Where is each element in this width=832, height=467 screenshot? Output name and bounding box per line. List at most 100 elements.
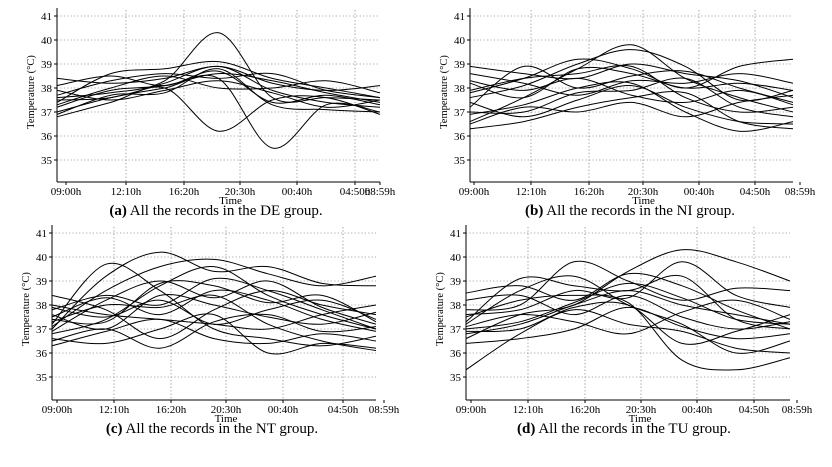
y-tick-label: 35	[41, 155, 53, 167]
x-tick-label: 08:59h	[782, 404, 813, 416]
series-line-tu-rec11	[465, 306, 791, 344]
caption-text: All the records in the DE group.	[129, 203, 323, 219]
y-tick-label: 38	[41, 83, 53, 95]
series-line-tu-rec02	[465, 294, 791, 371]
series-line-ni-rec06	[469, 65, 794, 108]
series-line-ni-rec05	[469, 91, 794, 130]
y-tick-label: 37	[36, 324, 48, 336]
series-line-ni-rec14	[469, 66, 794, 99]
series-line-ni-rec10	[469, 73, 794, 96]
series-line-ni-rec11	[469, 77, 794, 118]
series-line-nt-rec01	[51, 251, 377, 330]
x-axis-label: Time	[632, 195, 655, 207]
x-tick-label: 20:30h	[626, 404, 657, 416]
y-tick-label: 40	[41, 35, 53, 47]
x-tick-label: 12:10h	[513, 404, 544, 416]
series-line-ni-rec09	[469, 49, 794, 102]
series-line-tu-rec10	[465, 272, 791, 330]
series-line-nt-rec14	[51, 280, 377, 325]
x-tick-label: 00:40h	[268, 404, 299, 416]
x-tick-label: 09:00h	[51, 186, 82, 198]
series-line-nt-rec16	[51, 277, 377, 330]
series-line-ni-rec04	[469, 63, 794, 99]
x-tick-label: 20:30h	[211, 404, 242, 416]
caption-text: All the records in the TU group.	[538, 421, 731, 437]
caption-text: All the records in the NI group.	[546, 203, 735, 219]
series-line-tu-rec05	[465, 309, 791, 371]
series-line-tu-rec08	[465, 260, 791, 311]
series-line-nt-rec13	[51, 262, 377, 347]
x-tick-label: 16:20h	[169, 186, 200, 198]
series-line-de-rec12	[56, 65, 381, 108]
x-tick-label: 09:00h	[459, 186, 490, 198]
y-tick-label: 39	[36, 276, 48, 288]
caption-label: (b)	[525, 203, 544, 219]
x-tick-label: 08:59h	[785, 186, 816, 198]
series-line-de-rec10	[56, 68, 381, 115]
y-tick-label: 40	[450, 252, 462, 264]
series-line-nt-rec06	[51, 294, 377, 352]
y-tick-label: 36	[41, 131, 53, 143]
series-line-tu-rec13	[465, 275, 791, 354]
y-tick-label: 39	[450, 276, 462, 288]
x-tick-label: 08:59h	[369, 404, 400, 416]
y-tick-label: 41	[454, 11, 465, 23]
y-tick-label: 38	[450, 300, 462, 312]
x-tick-label: 12:10h	[99, 404, 130, 416]
x-tick-label: 00:40h	[682, 404, 713, 416]
y-tick-label: 35	[36, 372, 48, 384]
caption-a: (a) All the records in the DE group.	[16, 203, 416, 220]
x-axis-label: Time	[219, 195, 242, 207]
y-tick-label: 37	[454, 107, 466, 119]
y-tick-label: 37	[450, 324, 462, 336]
caption-label: (a)	[109, 203, 127, 219]
y-tick-label: 36	[450, 348, 462, 360]
x-tick-label: 04:50h	[740, 186, 771, 198]
x-tick-label: 16:20h	[574, 186, 605, 198]
y-tick-label: 41	[41, 11, 52, 23]
series-line-nt-rec09	[51, 258, 377, 328]
x-tick-label: 04:50h	[340, 186, 371, 198]
caption-label: (c)	[105, 421, 123, 437]
x-tick-label: 20:30h	[225, 186, 256, 198]
caption-label: (d)	[517, 421, 536, 437]
series-line-nt-rec03	[51, 289, 377, 332]
y-tick-label: 37	[41, 107, 53, 119]
series-line-tu-rec09	[465, 299, 791, 335]
x-tick-label: 04:50h	[739, 404, 770, 416]
series-line-de-rec01	[56, 73, 381, 108]
x-tick-label: 20:30h	[628, 186, 659, 198]
y-tick-label: 35	[450, 372, 462, 384]
y-tick-label: 41	[450, 228, 461, 240]
series-line-nt-rec07	[51, 290, 377, 340]
y-axis-label: Temperature (°C)	[26, 55, 37, 129]
x-tick-label: 04:50h	[328, 404, 359, 416]
series-line-ni-rec12	[469, 64, 794, 113]
series-line-de-rec05	[56, 86, 381, 132]
x-axis-label: Time	[215, 413, 238, 425]
caption-text: All the records in the NT group.	[125, 421, 319, 437]
y-tick-label: 39	[41, 59, 53, 71]
caption-b: (b) All the records in the NI group.	[430, 203, 830, 220]
caption-c: (c) All the records in the NT group.	[12, 421, 412, 438]
series-line-nt-rec15	[51, 313, 377, 349]
x-axis-label: Time	[629, 413, 652, 425]
x-tick-label: 00:40h	[282, 186, 313, 198]
y-axis-label: Temperature (°C)	[21, 272, 32, 346]
series-line-de-rec08	[56, 70, 381, 106]
y-tick-label: 39	[454, 59, 466, 71]
y-tick-label: 40	[36, 252, 48, 264]
series-line-de-rec09	[56, 75, 381, 106]
series-line-tu-rec12	[465, 261, 791, 316]
y-tick-label: 38	[454, 83, 466, 95]
series-line-de-rec06	[56, 60, 381, 103]
series-line-nt-rec02	[51, 318, 377, 347]
y-tick-label: 36	[454, 131, 466, 143]
series-line-de-rec11	[56, 72, 381, 99]
x-tick-label: 12:10h	[111, 186, 142, 198]
series-line-nt-rec12	[51, 304, 377, 330]
x-tick-label: 16:20h	[570, 404, 601, 416]
series-line-nt-rec11	[51, 280, 377, 332]
